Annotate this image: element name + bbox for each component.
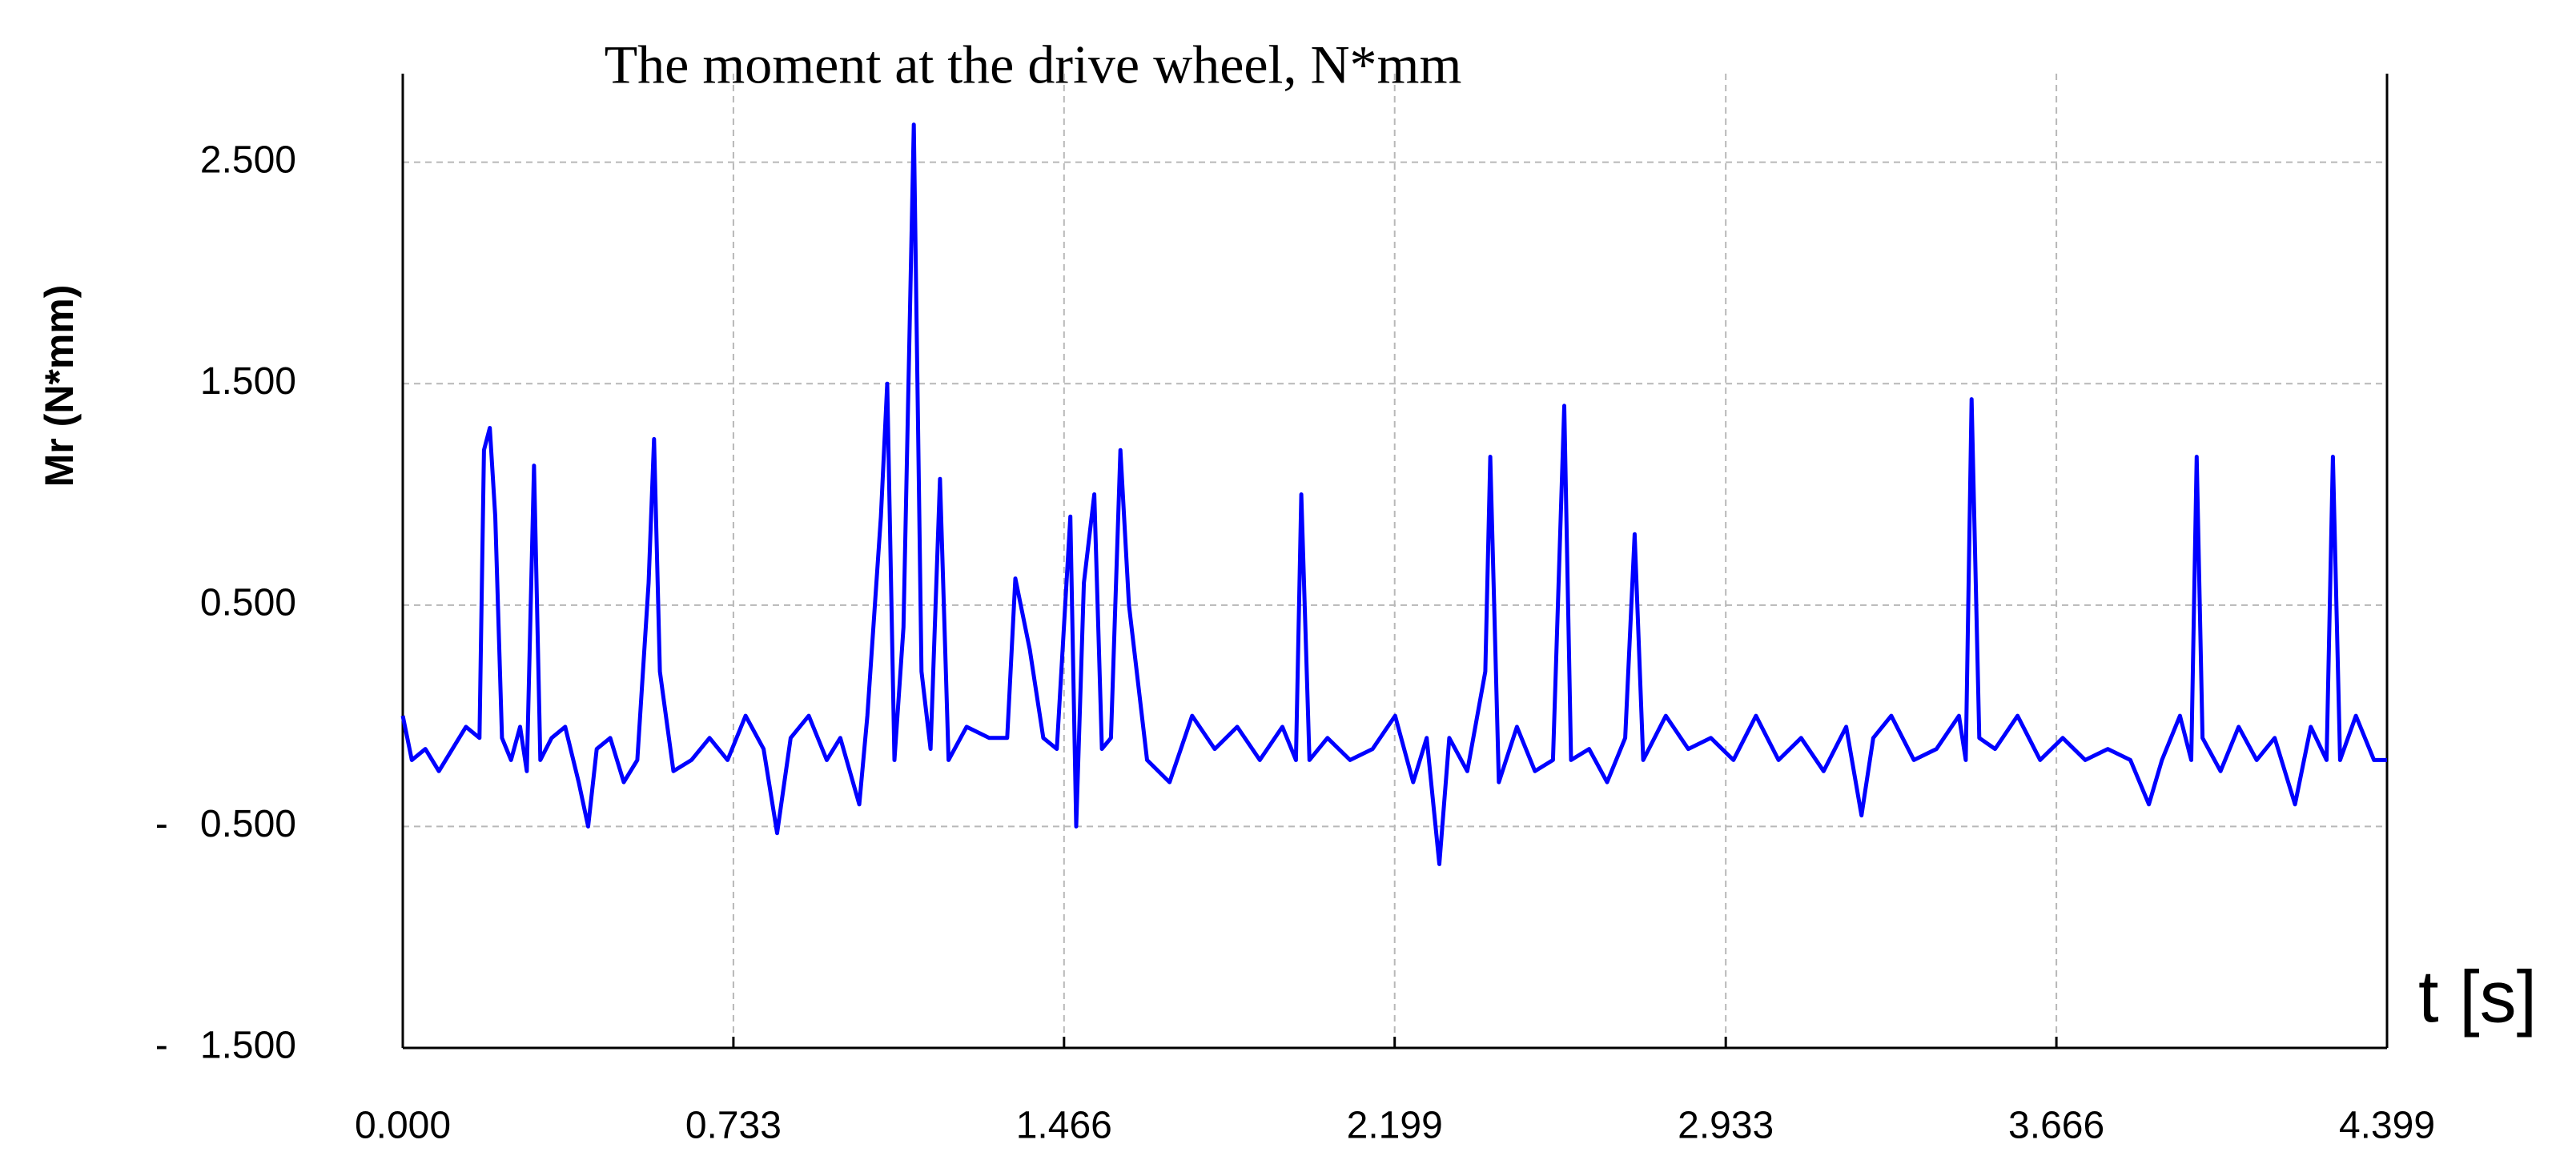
data-line	[400, 122, 2387, 866]
y-tick-label: 2.500	[200, 138, 296, 181]
y-tick-label: - 0.500	[155, 803, 296, 845]
y-tick-label: - 1.500	[155, 1025, 296, 1067]
x-axis-label: t [s]	[2418, 956, 2537, 1038]
x-tick-label: 2.199	[1347, 1105, 1443, 1147]
y-tick-label: 0.500	[200, 581, 296, 624]
y-tick-label: 1.500	[200, 360, 296, 403]
x-tick-label: 1.466	[1016, 1105, 1112, 1147]
x-tick-label: 2.933	[1678, 1105, 1774, 1147]
x-tick-label: 0.733	[685, 1105, 782, 1147]
chart-title: The moment at the drive wheel, N*mm	[605, 34, 1462, 95]
x-tick-label: 4.399	[2339, 1105, 2435, 1147]
x-tick-label: 0.000	[355, 1105, 451, 1147]
x-tick-label: 3.666	[2008, 1105, 2104, 1147]
y-axis-label: Mr (N*mm)	[37, 285, 82, 488]
